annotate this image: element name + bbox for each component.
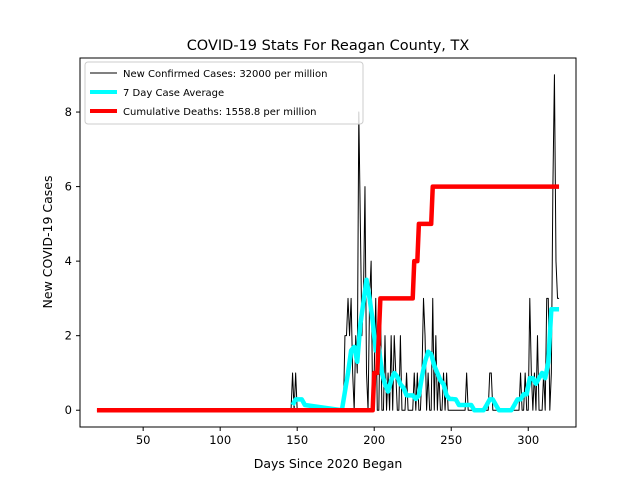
legend-label-cumulative-deaths: Cumulative Deaths: 1558.8 per million <box>123 107 317 118</box>
y-axis: 0 2 4 6 8 <box>65 105 80 417</box>
x-tick-label: 50 <box>136 433 151 447</box>
y-tick-label: 8 <box>65 105 72 119</box>
y-axis-label: New COVID-19 Cases <box>40 176 55 309</box>
chart-title: COVID-19 Stats For Reagan County, TX <box>187 38 470 54</box>
x-axis-label: Days Since 2020 Began <box>254 456 403 471</box>
legend-label-new-cases: New Confirmed Cases: 32000 per million <box>123 69 327 80</box>
plot-area <box>96 74 560 413</box>
y-tick-label: 2 <box>65 329 72 343</box>
x-tick-label: 300 <box>517 433 539 447</box>
x-tick-label: 100 <box>209 433 231 447</box>
series-line-new-cases <box>96 74 560 411</box>
y-tick-label: 0 <box>65 403 72 417</box>
y-tick-label: 4 <box>65 254 72 268</box>
series-line-7-day-average <box>290 277 560 413</box>
series-line-cumulative-deaths <box>96 184 560 413</box>
legend-box <box>84 61 364 125</box>
x-tick-label: 150 <box>286 433 308 447</box>
plot-frame <box>79 57 577 428</box>
x-tick-label: 200 <box>363 433 385 447</box>
legend-label-7-day-average: 7 Day Case Average <box>123 88 224 99</box>
legend: New Confirmed Cases: 32000 per million 7… <box>84 61 364 125</box>
x-tick-label: 250 <box>440 433 462 447</box>
y-tick-label: 6 <box>65 180 72 194</box>
x-axis: 50 100 150 200 250 300 <box>136 427 539 447</box>
